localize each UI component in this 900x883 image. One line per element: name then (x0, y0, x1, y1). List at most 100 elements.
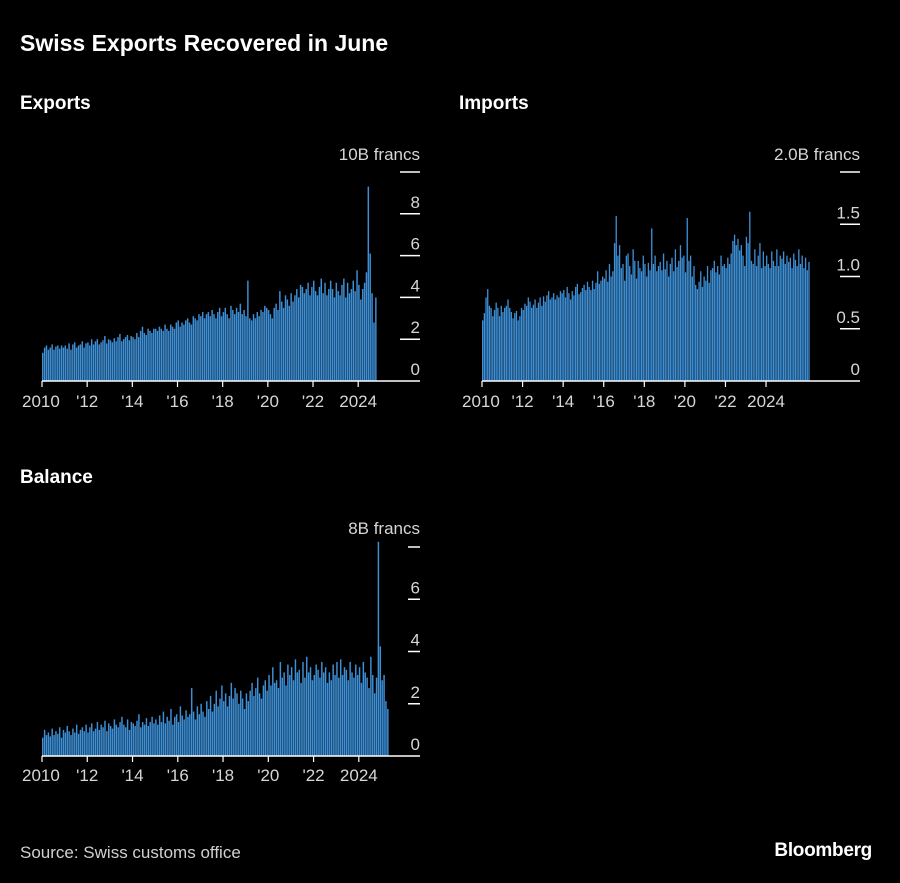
bar (156, 330, 159, 381)
bar (236, 693, 238, 756)
bar (77, 733, 80, 756)
bar (330, 680, 333, 756)
bar (266, 690, 268, 756)
bar (642, 255, 644, 381)
bar (192, 711, 195, 756)
bar (649, 270, 651, 381)
x-tick-label: '12 (511, 392, 533, 411)
bar (324, 282, 326, 381)
bar (270, 685, 272, 756)
x-tick-label: 2010 (22, 392, 60, 411)
bar (75, 347, 78, 381)
y-tick-label: 2 (411, 683, 420, 702)
bar (781, 258, 783, 381)
bar (243, 708, 246, 756)
bar (679, 245, 682, 381)
bar (646, 276, 648, 381)
bar (341, 284, 343, 381)
bar (168, 330, 170, 381)
bar (302, 661, 304, 756)
bar (686, 217, 688, 381)
bar (326, 682, 329, 756)
bar (688, 260, 690, 381)
bar (647, 262, 650, 381)
bar (230, 305, 232, 381)
bar (109, 340, 112, 381)
y-tick-label: 0.5 (836, 308, 860, 327)
bar (678, 260, 680, 381)
bar (105, 343, 108, 381)
y-tick-label: 6 (411, 578, 420, 597)
bar (123, 724, 125, 756)
bar (762, 251, 764, 381)
bar (102, 340, 104, 381)
bar (733, 234, 736, 381)
bar (725, 268, 727, 381)
y-tick-label: 0 (411, 735, 420, 754)
bar (326, 295, 328, 381)
x-tick-label: '22 (302, 392, 324, 411)
bar (767, 263, 770, 381)
bar (618, 245, 621, 381)
bar (70, 349, 72, 381)
bar (119, 722, 121, 756)
bar (490, 307, 492, 381)
bar (348, 293, 351, 381)
bar (796, 266, 798, 381)
bar (187, 716, 189, 756)
bar (92, 344, 95, 381)
bar (185, 710, 187, 756)
bar (60, 345, 63, 381)
bar (313, 280, 315, 381)
bar (578, 294, 580, 381)
bar (284, 295, 287, 381)
bar (311, 680, 314, 756)
bar (55, 346, 57, 381)
bar (273, 682, 276, 756)
bar (788, 261, 790, 381)
bar (806, 270, 808, 381)
bar (630, 274, 633, 381)
bar (245, 693, 248, 756)
bar (268, 675, 270, 756)
bar (96, 722, 99, 756)
bar (742, 255, 744, 381)
bar (351, 672, 353, 756)
bar (366, 677, 368, 757)
bar (358, 284, 360, 381)
bar (130, 722, 133, 756)
bar (85, 343, 87, 381)
bar (73, 342, 76, 381)
bar (238, 703, 240, 756)
bar (102, 727, 104, 756)
bar (72, 344, 74, 381)
bar (681, 257, 683, 381)
bar (789, 257, 792, 381)
bar (760, 268, 763, 381)
bar (98, 344, 100, 381)
bar (373, 322, 375, 381)
bar (698, 281, 700, 381)
bar (141, 722, 144, 756)
bar (664, 269, 666, 381)
bar (750, 260, 753, 381)
bar (224, 307, 227, 381)
bar (803, 268, 805, 381)
bar (671, 257, 673, 381)
bar (83, 731, 85, 756)
bar (89, 727, 91, 756)
bar (603, 278, 606, 381)
bar (738, 250, 741, 382)
bar (104, 720, 106, 756)
bar (45, 735, 48, 756)
bar (764, 266, 766, 381)
bar (140, 727, 142, 756)
bar (207, 708, 210, 756)
bar (368, 688, 370, 756)
bar (527, 297, 529, 381)
bar (108, 723, 110, 756)
bar (171, 326, 174, 381)
bar (174, 716, 176, 756)
bar (522, 309, 524, 381)
bar (222, 312, 225, 381)
